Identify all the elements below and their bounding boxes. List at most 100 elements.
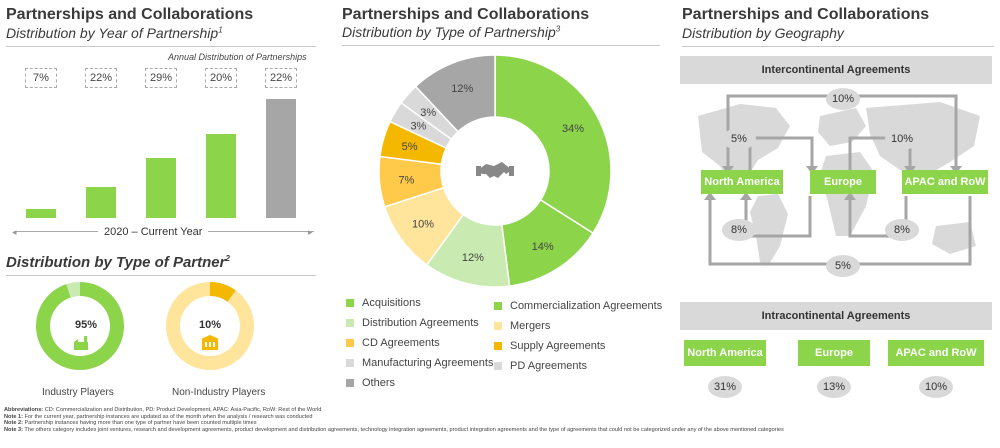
note-2: Note 2: Partnership instances having mor… (4, 420, 257, 427)
legend-swatch (494, 342, 502, 350)
partner-divider (6, 275, 316, 276)
intercontinental-value: 10% (885, 128, 919, 150)
industry-label: Industry Players (42, 387, 114, 398)
legend-label: Commercialization Agreements (510, 300, 663, 312)
middle-divider (342, 45, 660, 46)
non-industry-label: Non-Industry Players (172, 387, 266, 398)
right-divider (682, 46, 994, 47)
intercontinental-value: 10% (826, 88, 860, 110)
slice-label: 7% (398, 174, 414, 186)
legend-item: Mergers (494, 320, 550, 332)
partnership-type-donut: 34% 14% 12% 10% 7% 5% 3% 3% 12% (378, 54, 612, 288)
partner-donuts (35, 282, 255, 370)
middle-title: Partnerships and Collaborations (342, 6, 590, 23)
legend-item: Commercialization Agreements (494, 300, 662, 312)
intercontinental-value: 8% (885, 219, 919, 241)
donut-slice (209, 282, 236, 302)
legend-label: Acquisitions (362, 297, 421, 309)
axis-arrow-left-icon: ◂ (12, 227, 17, 237)
intercontinental-banner: Intercontinental Agreements (680, 56, 992, 84)
donut-slice (166, 282, 255, 370)
note-3: Note 3: The others category includes joi… (4, 426, 784, 433)
bar-label-1: 7% (25, 68, 57, 88)
intra-region-box: Europe (798, 340, 870, 366)
abbreviations-note: Abbreviations: CD: Commercialization and… (4, 407, 322, 413)
bar-5 (266, 98, 296, 218)
bar-4 (206, 133, 236, 218)
axis-arrow-right-icon: ▸ (308, 227, 313, 237)
legend-swatch (494, 302, 502, 310)
left-title: Partnerships and Collaborations (6, 6, 254, 23)
intercontinental-value: 5% (722, 128, 756, 150)
legend-item: Distribution Agreements (346, 317, 479, 329)
building-icon (201, 335, 219, 350)
legend-item: Supply Agreements (494, 340, 605, 352)
slice-label: 5% (402, 141, 418, 153)
intercontinental-value: 5% (826, 255, 860, 277)
footnotes: Abbreviations: CD: Commercialization and… (4, 407, 994, 433)
bar-3 (146, 158, 176, 218)
donut-slice (66, 282, 80, 298)
region-box-europe: Europe (810, 170, 876, 194)
legend-label: PD Agreements (510, 360, 588, 372)
intra-region-box: North America (684, 340, 766, 366)
handshake-icon (476, 162, 514, 178)
slice-label: 34% (562, 123, 584, 135)
intra-region-value: 31% (708, 376, 742, 398)
bar-2 (86, 187, 116, 218)
slice-label: 3% (420, 107, 436, 119)
legend-swatch (346, 359, 354, 367)
bar-label-3: 29% (145, 68, 177, 88)
intra-region-value: 13% (817, 376, 851, 398)
legend-swatch (346, 319, 354, 327)
region-box-apac-and-row: APAC and RoW (902, 170, 988, 194)
legend-swatch (346, 339, 354, 347)
industry-donut (35, 282, 124, 370)
intra-region-value: 10% (919, 376, 953, 398)
legend-swatch (494, 322, 502, 330)
slice-label: 12% (451, 83, 473, 95)
bar-label-2: 22% (85, 68, 117, 88)
donut-slice (35, 282, 124, 370)
legend-label: Distribution Agreements (362, 317, 479, 329)
slice-acquisitions (494, 54, 612, 235)
right-title: Partnerships and Collaborations (682, 6, 930, 23)
slice-label: 14% (532, 241, 554, 253)
legend-label: Mergers (510, 320, 551, 332)
legend-swatch (346, 299, 354, 307)
slice-label: 10% (412, 218, 434, 230)
legend-item: Acquisitions (346, 297, 421, 309)
intercontinental-value: 8% (722, 219, 756, 241)
bar-1 (26, 209, 56, 218)
intra-region-box: APAC and RoW (888, 340, 984, 366)
legend-item: Others (346, 377, 395, 389)
legend-label: Supply Agreements (510, 340, 606, 352)
legend-label: Manufacturing Agreements (362, 357, 494, 369)
bar-axis-label: 2020 – Current Year (98, 226, 209, 238)
note-1: Note 1: For the current year, partnershi… (4, 413, 313, 420)
partner-type-title: Distribution by Type of Partner2 (6, 254, 230, 271)
left-subtitle: Distribution by Year of Partnership1 (6, 25, 223, 41)
non-industry-pct: 10% (198, 319, 222, 331)
non-industry-donut (166, 282, 255, 370)
legend-item: Manufacturing Agreements (346, 357, 493, 369)
industry-pct: 95% (74, 319, 98, 331)
legend-label: CD Agreements (362, 337, 440, 349)
right-subtitle: Distribution by Geography (682, 25, 844, 41)
region-box-north-america: North America (701, 170, 783, 194)
middle-subtitle: Distribution by Type of Partnership3 (342, 24, 561, 40)
slice-label: 12% (462, 252, 484, 264)
bar-chart-caption: Annual Distribution of Partnerships (168, 52, 307, 62)
legend-swatch (494, 362, 502, 370)
slice-label: 3% (410, 121, 426, 133)
intracontinental-banner: Intracontinental Agreements (680, 302, 992, 330)
slice-others (414, 54, 496, 133)
legend-swatch (346, 379, 354, 387)
factory-icon (74, 336, 88, 350)
legend-item: PD Agreements (494, 360, 587, 372)
legend-item: CD Agreements (346, 337, 440, 349)
bar-label-4: 20% (205, 68, 237, 88)
legend-label: Others (362, 377, 396, 389)
bar-label-5: 22% (265, 68, 297, 88)
left-divider (6, 46, 316, 47)
